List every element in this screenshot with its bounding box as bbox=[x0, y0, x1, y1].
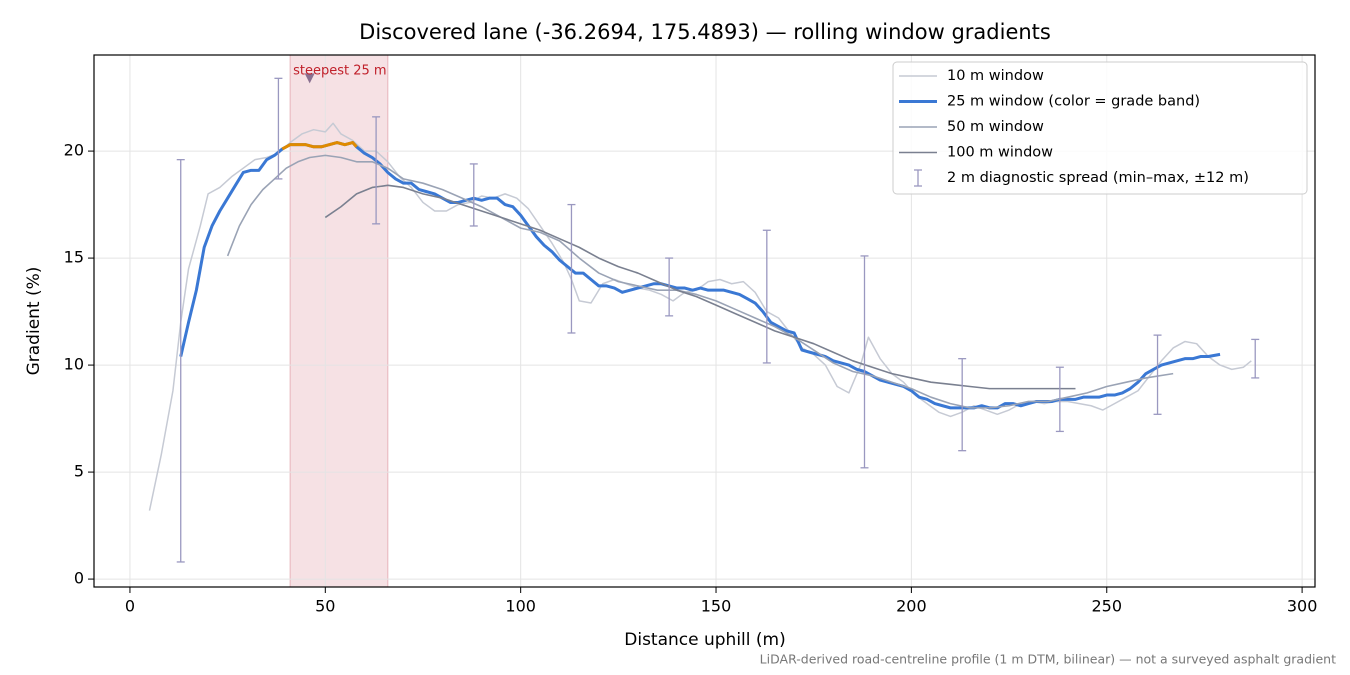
x-tick-label: 0 bbox=[125, 597, 135, 616]
legend-label: 10 m window bbox=[947, 68, 1044, 84]
x-tick-label: 50 bbox=[315, 597, 335, 616]
error-bar bbox=[1251, 338, 1260, 379]
error-bar bbox=[860, 255, 869, 469]
error-bar bbox=[567, 203, 576, 334]
plot-frame bbox=[93, 54, 1316, 588]
x-tick-label: 200 bbox=[896, 597, 927, 616]
error-bar bbox=[1055, 366, 1064, 433]
legend-label: 50 m window bbox=[947, 119, 1044, 135]
x-tick-label: 100 bbox=[505, 597, 536, 616]
legend-label: 2 m diagnostic spread (min–max, ±12 m) bbox=[947, 170, 1249, 186]
y-tick-label: 15 bbox=[64, 248, 84, 267]
series-line bbox=[148, 122, 1252, 511]
highlight-span bbox=[289, 54, 389, 588]
error-bar bbox=[274, 77, 283, 180]
error-bar bbox=[176, 158, 185, 563]
y-tick-label: 5 bbox=[74, 462, 84, 481]
y-tick-label: 0 bbox=[74, 569, 84, 588]
x-axis-label: Distance uphill (m) bbox=[624, 630, 785, 650]
error-bar bbox=[762, 229, 771, 364]
series-line bbox=[226, 154, 1174, 409]
grade-band-segment bbox=[281, 141, 358, 151]
steepest-marker bbox=[304, 73, 315, 84]
error-bar bbox=[1153, 334, 1162, 415]
footnote: LiDAR-derived road-centreline profile (1… bbox=[760, 652, 1336, 667]
legend-label: 25 m window (color = grade band) bbox=[947, 94, 1200, 110]
error-bar bbox=[958, 358, 967, 452]
series-line bbox=[324, 184, 1076, 390]
error-bar bbox=[665, 257, 674, 317]
x-tick-label: 300 bbox=[1287, 597, 1318, 616]
error-bar bbox=[372, 116, 381, 225]
chart-title: Discovered lane (-36.2694, 175.4893) — r… bbox=[359, 20, 1051, 44]
y-tick-label: 10 bbox=[64, 355, 84, 374]
error-bar bbox=[469, 163, 478, 227]
x-tick-label: 250 bbox=[1091, 597, 1122, 616]
y-axis-label: Gradient (%) bbox=[24, 267, 44, 376]
highlight-label: steepest 25 m bbox=[293, 64, 386, 79]
legend-label: 100 m window bbox=[947, 145, 1053, 161]
x-tick-label: 150 bbox=[701, 597, 732, 616]
legend-box bbox=[892, 61, 1308, 195]
y-tick-label: 20 bbox=[64, 141, 84, 160]
